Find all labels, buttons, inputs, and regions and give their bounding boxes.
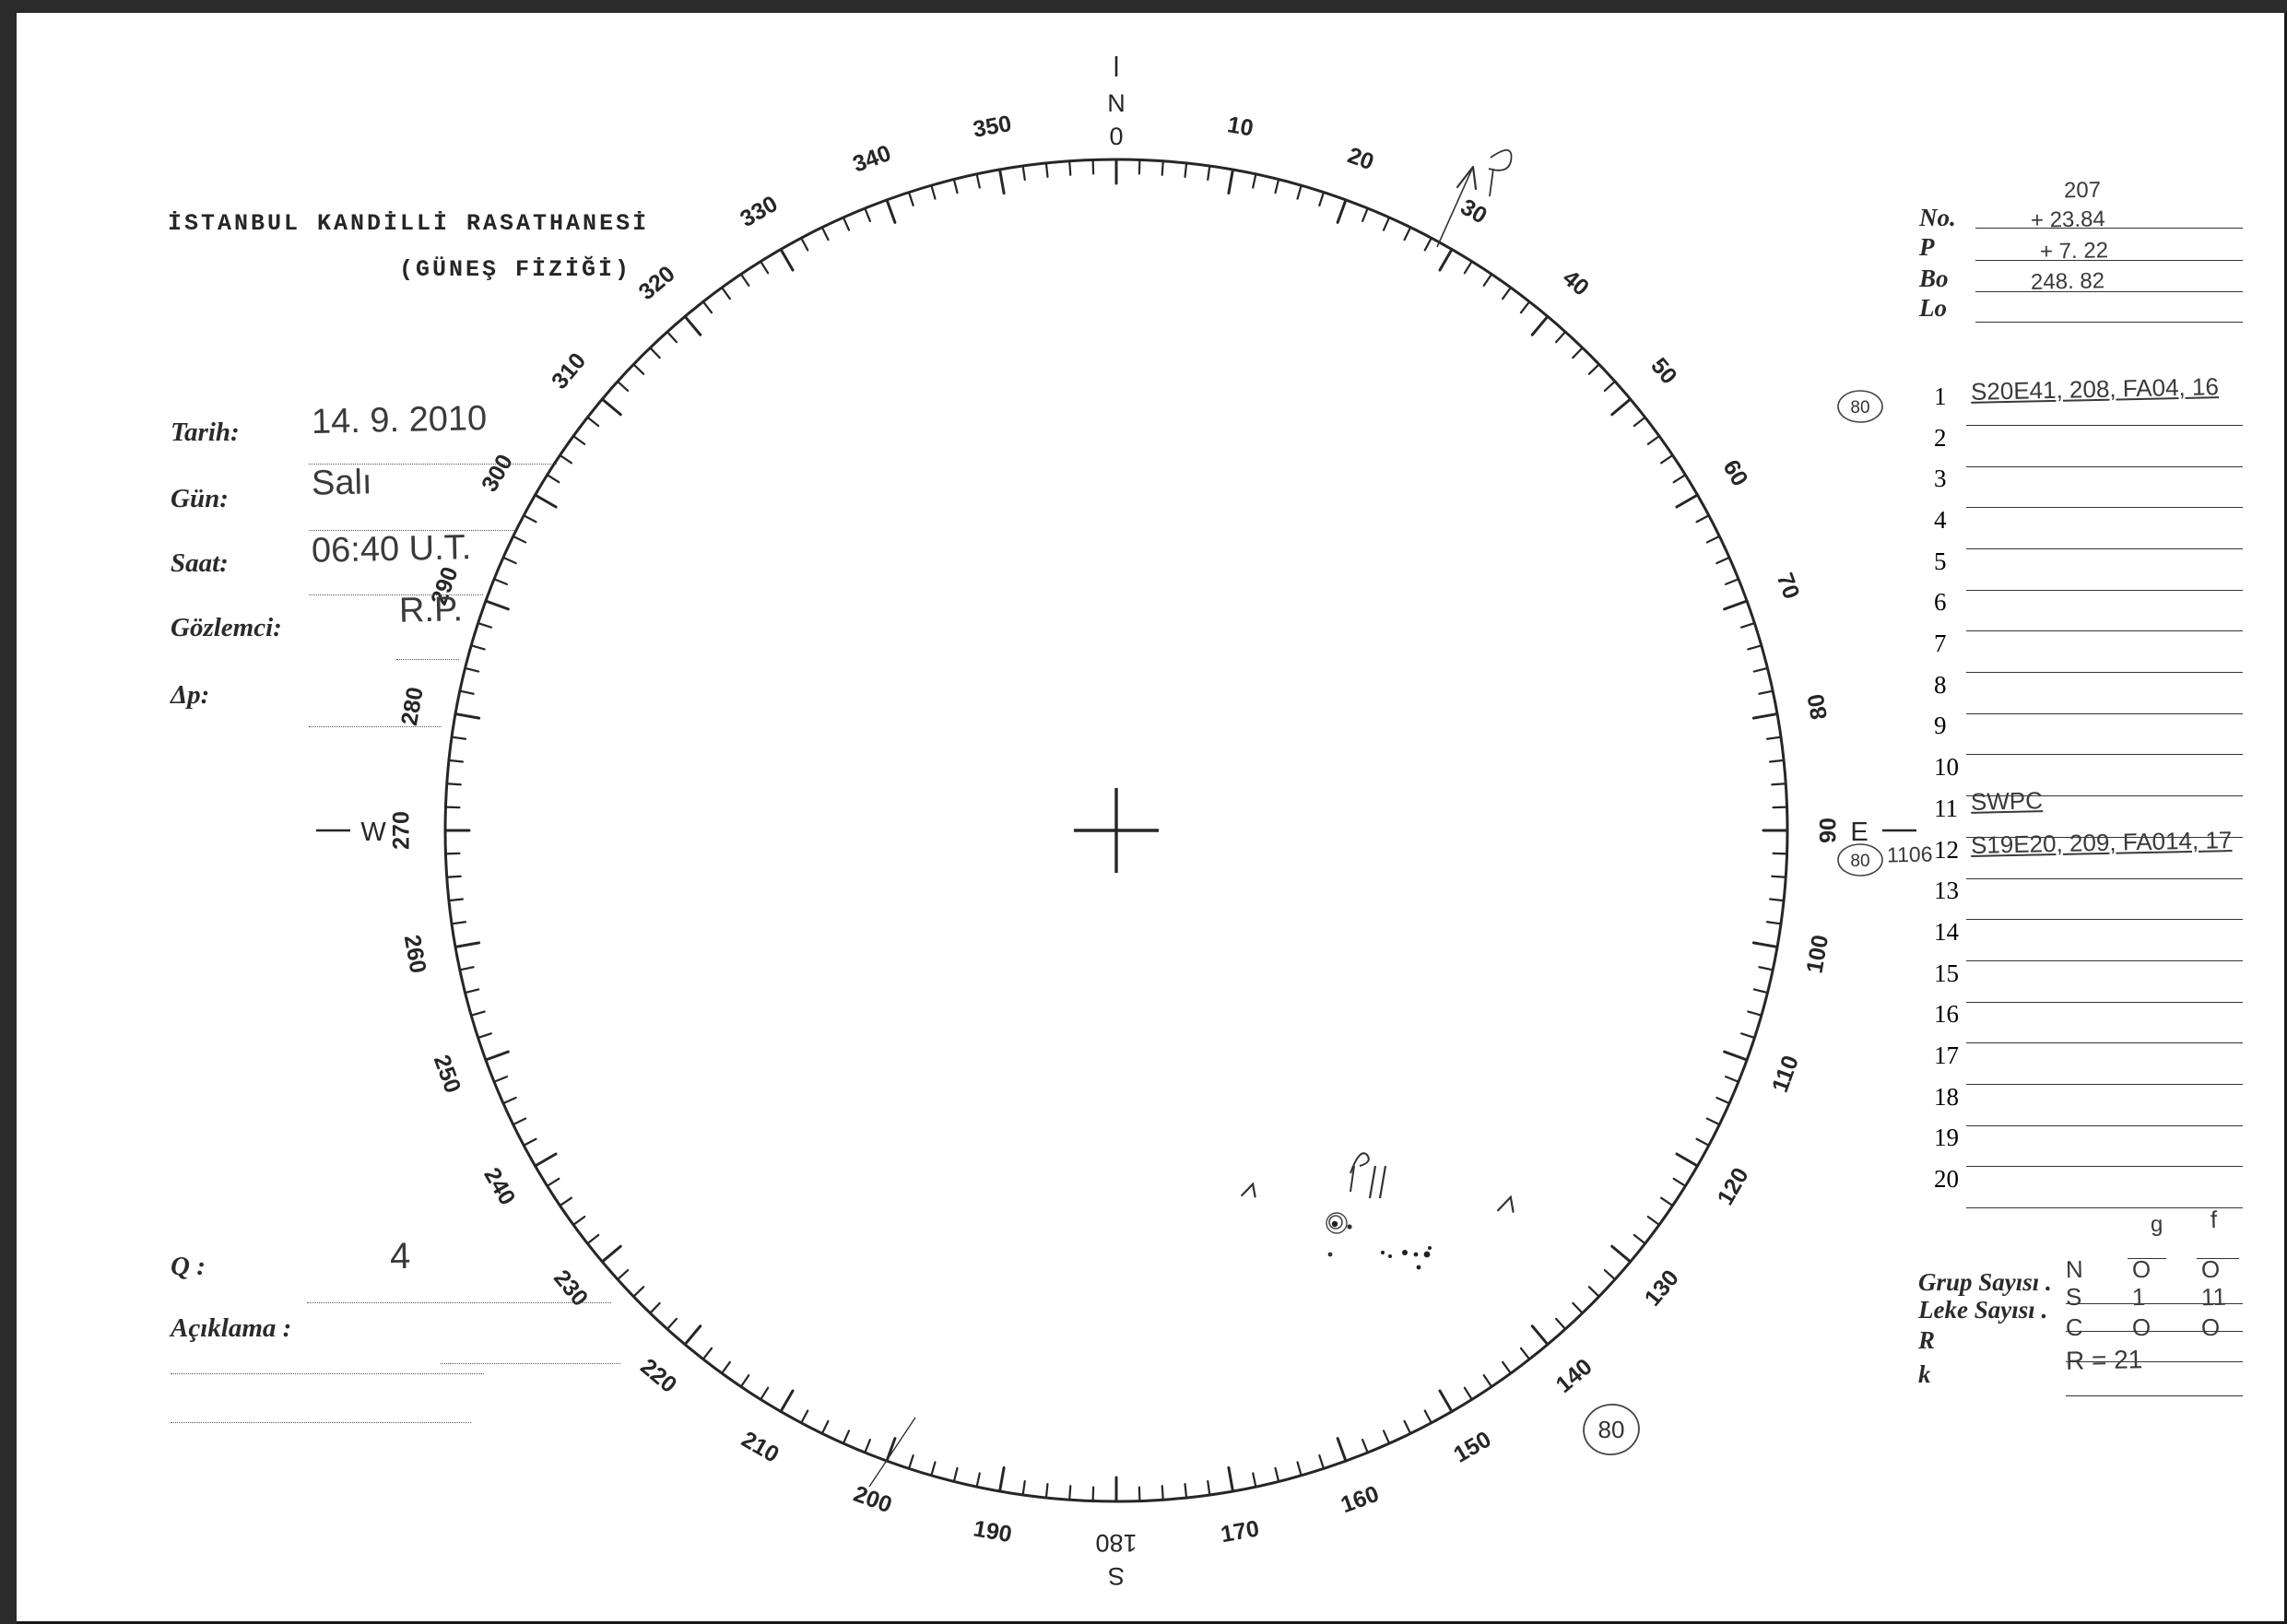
svg-text:140: 140: [1551, 1354, 1597, 1398]
svg-text:80: 80: [1803, 692, 1833, 722]
svg-text:30: 30: [1456, 194, 1491, 229]
svg-text:20: 20: [1344, 142, 1377, 175]
svg-text:220: 220: [635, 1354, 681, 1398]
svg-text:340: 340: [849, 140, 894, 178]
svg-text:70: 70: [1772, 570, 1805, 603]
svg-text:10: 10: [1226, 112, 1255, 141]
svg-text:S: S: [1108, 1562, 1125, 1590]
svg-text:N: N: [1107, 89, 1126, 117]
svg-text:80: 80: [1850, 852, 1869, 871]
svg-text:110: 110: [1767, 1052, 1804, 1095]
svg-text:260: 260: [399, 933, 431, 975]
svg-text:100: 100: [1801, 933, 1833, 975]
svg-text:0: 0: [1109, 123, 1123, 150]
svg-text:40: 40: [1558, 265, 1594, 300]
svg-text:210: 210: [737, 1427, 784, 1468]
svg-text:190: 190: [972, 1515, 1014, 1548]
svg-text:240: 240: [478, 1163, 520, 1209]
svg-text:180: 180: [1095, 1529, 1137, 1557]
svg-text:80: 80: [1850, 398, 1869, 418]
svg-text:120: 120: [1713, 1163, 1754, 1209]
svg-text:60: 60: [1717, 455, 1752, 490]
svg-text:170: 170: [1219, 1515, 1261, 1548]
svg-text:250: 250: [429, 1052, 466, 1097]
svg-text:80: 80: [1598, 1416, 1625, 1443]
svg-text:160: 160: [1338, 1481, 1383, 1519]
svg-text:50: 50: [1645, 353, 1681, 389]
svg-text:130: 130: [1640, 1265, 1684, 1312]
svg-text:150: 150: [1449, 1427, 1495, 1468]
svg-text:270: 270: [389, 811, 415, 850]
svg-text:310: 310: [547, 348, 591, 394]
svg-text:350: 350: [971, 111, 1013, 143]
svg-text:200: 200: [850, 1481, 895, 1519]
svg-text:W: W: [360, 818, 386, 847]
svg-text:330: 330: [736, 191, 782, 232]
svg-text:320: 320: [634, 261, 680, 305]
svg-text:90: 90: [1816, 818, 1842, 843]
